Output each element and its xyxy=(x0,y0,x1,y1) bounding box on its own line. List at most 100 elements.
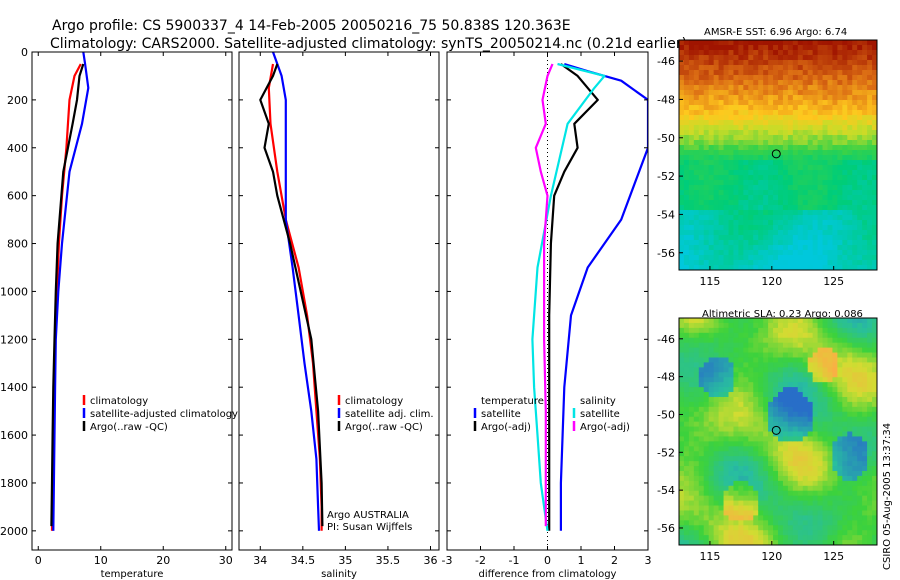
map-cell xyxy=(832,540,838,545)
map-cell xyxy=(872,220,877,226)
map-cell xyxy=(802,377,809,383)
map-cell xyxy=(708,495,715,502)
map-cell xyxy=(748,250,754,256)
map-cell xyxy=(683,441,690,447)
map-cell xyxy=(807,421,814,428)
map-cell xyxy=(753,200,759,206)
map-cell xyxy=(763,115,769,121)
map-cell xyxy=(758,332,764,339)
map-cell xyxy=(837,470,843,477)
map-cell xyxy=(867,396,873,403)
map-cell xyxy=(872,215,877,221)
map-cell xyxy=(698,332,705,339)
map-cell xyxy=(857,70,863,76)
map-cell xyxy=(728,421,735,428)
map-cell xyxy=(842,426,848,433)
map-cell xyxy=(723,65,730,71)
map-cell xyxy=(713,436,720,442)
map-cell xyxy=(842,337,848,344)
map-cell xyxy=(703,362,710,368)
map-cell xyxy=(708,485,715,492)
map-cell xyxy=(812,451,819,457)
map-cell xyxy=(708,115,715,121)
x-tick-label: -2 xyxy=(475,554,486,567)
map-cell xyxy=(797,382,804,388)
map-cell xyxy=(862,318,868,324)
map-cell xyxy=(688,441,695,447)
map-cell xyxy=(817,490,824,497)
map-cell xyxy=(778,475,784,482)
map-cell xyxy=(792,215,799,221)
map-cell xyxy=(802,352,809,359)
map-cell xyxy=(797,431,804,438)
map-cell xyxy=(768,50,774,56)
map-cell xyxy=(862,396,868,403)
map-cell xyxy=(847,515,853,521)
map-cell xyxy=(802,396,809,403)
map-cell xyxy=(773,357,779,364)
map-cell xyxy=(787,480,794,487)
map-cell xyxy=(782,372,789,378)
map-cell xyxy=(802,318,809,324)
map-cell xyxy=(852,85,858,91)
map-cell xyxy=(857,95,863,101)
map-cell xyxy=(733,525,739,531)
map-cell xyxy=(713,235,720,241)
map-cell xyxy=(837,40,843,46)
map-cell xyxy=(688,411,695,418)
map-cell xyxy=(842,505,848,512)
map-cell xyxy=(723,495,730,502)
map-cell xyxy=(743,90,749,96)
map-cell xyxy=(792,540,799,545)
map-cell xyxy=(842,40,848,46)
map-cell xyxy=(812,505,819,512)
map-cell xyxy=(758,235,764,241)
map-cell xyxy=(852,250,858,256)
map-cell xyxy=(782,150,789,156)
map-cell xyxy=(807,120,814,126)
map-cell xyxy=(867,377,873,383)
map-cell xyxy=(713,225,720,231)
map-cell xyxy=(832,466,838,472)
map-cell xyxy=(867,250,873,256)
map-cell xyxy=(862,135,868,141)
map-cell xyxy=(778,377,784,383)
map-cell xyxy=(852,115,858,121)
map-cell xyxy=(693,235,700,241)
map-cell xyxy=(723,441,730,447)
map-cell xyxy=(693,190,700,196)
map-cell xyxy=(743,195,749,201)
map-cell xyxy=(822,55,829,61)
map-cell xyxy=(857,140,863,146)
map-cell xyxy=(822,362,829,368)
map-cell xyxy=(817,470,824,477)
map-cell xyxy=(683,475,690,482)
map-cell xyxy=(812,525,819,531)
map-cell xyxy=(728,362,735,368)
map-cell xyxy=(857,485,863,492)
map-cell xyxy=(768,396,774,403)
map-cell xyxy=(718,480,725,487)
map-cell xyxy=(847,490,853,497)
map-cell xyxy=(698,392,705,398)
map-cell xyxy=(852,190,858,196)
map-cell xyxy=(748,530,754,536)
map-cell xyxy=(679,485,685,492)
map-cell xyxy=(683,540,690,545)
map-cell xyxy=(733,145,739,151)
map-cell xyxy=(703,130,710,136)
map-cell xyxy=(852,165,858,171)
map-cell xyxy=(792,337,799,344)
map-cell xyxy=(852,470,858,477)
map-cell xyxy=(842,318,848,324)
map-cell xyxy=(703,260,710,266)
map-cell xyxy=(832,135,838,141)
map-cell xyxy=(773,150,779,156)
map-cell xyxy=(862,490,868,497)
map-cell xyxy=(768,411,774,418)
map-cell xyxy=(792,120,799,126)
map-cell xyxy=(679,220,685,226)
map-cell xyxy=(802,185,809,191)
map-cell xyxy=(703,265,710,270)
map-cell xyxy=(787,342,794,349)
